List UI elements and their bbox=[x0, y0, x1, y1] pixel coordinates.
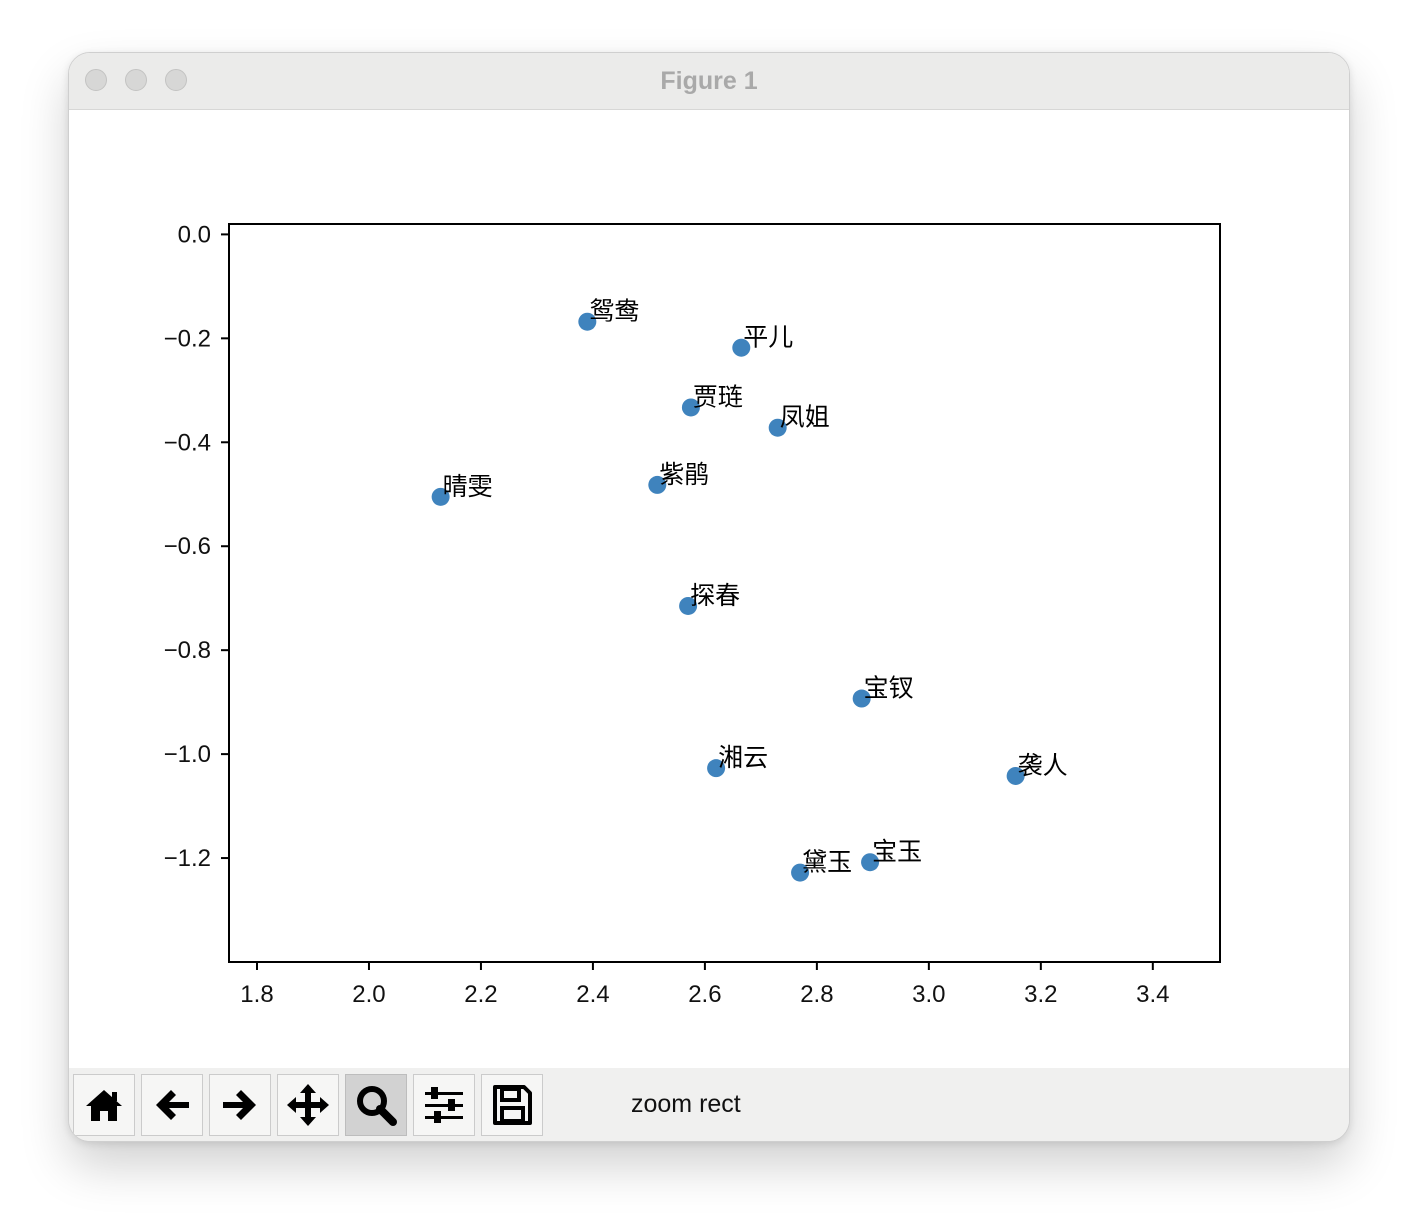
data-point-label: 袭人 bbox=[1018, 751, 1068, 780]
data-point-label: 探春 bbox=[690, 581, 740, 610]
sliders-icon bbox=[425, 1087, 463, 1123]
close-window-button[interactable] bbox=[85, 69, 107, 91]
arrow-left-icon bbox=[156, 1090, 189, 1120]
x-tick-label: 2.2 bbox=[464, 981, 497, 1008]
arrow-right-icon bbox=[223, 1090, 256, 1120]
x-tick-label: 3.2 bbox=[1024, 981, 1057, 1008]
zoom-button[interactable] bbox=[345, 1074, 407, 1136]
y-tick-label: −1.2 bbox=[164, 845, 211, 872]
floppy-disk-icon bbox=[493, 1085, 532, 1125]
data-point-label: 紫鹃 bbox=[659, 460, 709, 489]
back-button[interactable] bbox=[141, 1074, 203, 1136]
data-point bbox=[768, 418, 787, 437]
home-icon bbox=[86, 1090, 122, 1121]
data-point bbox=[679, 596, 698, 615]
data-point-label: 鸳鸯 bbox=[589, 297, 639, 326]
x-tick-label: 3.0 bbox=[912, 981, 945, 1008]
data-point bbox=[1006, 766, 1025, 785]
y-tick-label: −1.0 bbox=[164, 741, 211, 768]
data-point-label: 宝钗 bbox=[864, 674, 914, 703]
data-point bbox=[707, 759, 726, 778]
data-point bbox=[681, 398, 700, 417]
toolbar-status-text: zoom rect bbox=[631, 1090, 741, 1118]
data-point bbox=[732, 338, 751, 357]
x-tick-label: 1.8 bbox=[240, 981, 273, 1008]
scatter-chart: 1.8 2.0 2.2 2.4 2.6 2.8 3.0 3.2 3.4 0.0 −0.2 −0.4 −… bbox=[164, 221, 1221, 1008]
x-tick-label: 2.0 bbox=[352, 981, 385, 1008]
data-point bbox=[578, 312, 597, 331]
pan-button[interactable] bbox=[277, 1074, 339, 1136]
data-point-label: 贾琏 bbox=[693, 382, 743, 411]
forward-button[interactable] bbox=[209, 1074, 271, 1136]
x-tick-label: 2.8 bbox=[800, 981, 833, 1008]
x-tick-label: 3.4 bbox=[1136, 981, 1169, 1008]
data-point-label: 晴雯 bbox=[443, 472, 493, 501]
y-tick-label: −0.2 bbox=[164, 325, 211, 352]
y-tick-label: −0.6 bbox=[164, 533, 211, 560]
x-tick-label: 2.6 bbox=[688, 981, 721, 1008]
figure-window: Figure 1 1.8 2.0 2.2 2.4 2.6 2.8 3.0 3.2 3.4 0.0… bbox=[68, 52, 1350, 1142]
data-point bbox=[791, 863, 810, 882]
data-point-label: 平儿 bbox=[743, 323, 793, 352]
plot-area bbox=[228, 223, 1221, 963]
title-bar: Figure 1 bbox=[69, 53, 1349, 110]
minimize-window-button[interactable] bbox=[125, 69, 147, 91]
move-icon bbox=[287, 1084, 329, 1126]
y-tick-label: 0.0 bbox=[178, 221, 211, 248]
save-button[interactable] bbox=[481, 1074, 543, 1136]
x-tick-label: 2.4 bbox=[576, 981, 609, 1008]
y-axis: 0.0 −0.2 −0.4 −0.6 −0.8 −1.0 −1.2 bbox=[164, 221, 229, 872]
configure-subplots-button[interactable] bbox=[413, 1074, 475, 1136]
y-tick-label: −0.4 bbox=[164, 429, 211, 456]
data-point-label: 凤姐 bbox=[780, 403, 830, 432]
zoom-window-button[interactable] bbox=[165, 69, 187, 91]
data-point bbox=[431, 487, 450, 506]
window-title: Figure 1 bbox=[660, 67, 758, 95]
data-point-label: 湘云 bbox=[718, 743, 768, 772]
home-button[interactable] bbox=[73, 1074, 135, 1136]
x-axis: 1.8 2.0 2.2 2.4 2.6 2.8 3.0 3.2 3.4 bbox=[240, 962, 1170, 1008]
figure-canvas[interactable]: 1.8 2.0 2.2 2.4 2.6 2.8 3.0 3.2 3.4 0.0 −0.2 −0.4 −… bbox=[69, 110, 1349, 1068]
navigation-toolbar: zoom rect bbox=[69, 1068, 1349, 1141]
data-point-label: 黛玉 bbox=[802, 848, 852, 877]
data-point bbox=[648, 475, 667, 494]
data-point bbox=[861, 853, 880, 872]
y-tick-label: −0.8 bbox=[164, 637, 211, 664]
data-point bbox=[852, 689, 871, 708]
data-point-label: 宝玉 bbox=[872, 837, 922, 866]
magnifier-icon bbox=[357, 1086, 397, 1126]
